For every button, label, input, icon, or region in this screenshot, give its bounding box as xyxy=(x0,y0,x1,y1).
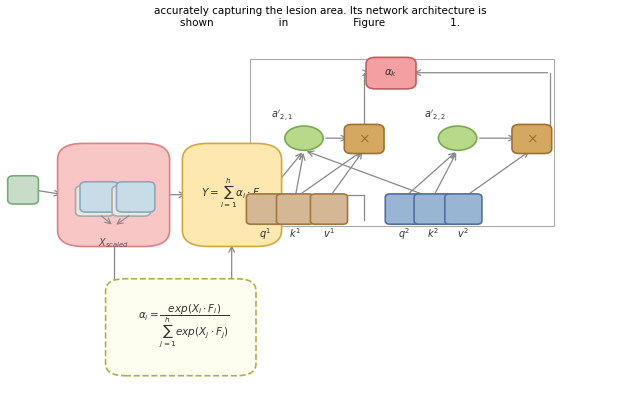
Text: $\times$: $\times$ xyxy=(358,132,370,146)
FancyBboxPatch shape xyxy=(58,143,170,246)
FancyBboxPatch shape xyxy=(445,194,482,224)
Text: $a'_{2,1}$: $a'_{2,1}$ xyxy=(271,108,292,123)
Text: shown                    in                    Figure                    1.: shown in Figure 1. xyxy=(180,18,460,28)
Text: $q^2$: $q^2$ xyxy=(397,226,410,242)
Circle shape xyxy=(285,126,323,150)
FancyBboxPatch shape xyxy=(106,279,256,376)
Text: $k^1$: $k^1$ xyxy=(289,226,301,240)
Text: $a'_{2,2}$: $a'_{2,2}$ xyxy=(424,108,446,123)
Text: $v^1$: $v^1$ xyxy=(323,226,335,240)
FancyBboxPatch shape xyxy=(112,186,150,216)
FancyBboxPatch shape xyxy=(310,194,348,224)
FancyBboxPatch shape xyxy=(246,194,284,224)
Text: accurately capturing the lesion area. Its network architecture is: accurately capturing the lesion area. It… xyxy=(154,6,486,16)
Text: $\alpha_k$: $\alpha_k$ xyxy=(385,67,397,79)
Circle shape xyxy=(438,126,477,150)
FancyBboxPatch shape xyxy=(276,194,314,224)
Text: $v^2$: $v^2$ xyxy=(458,226,469,240)
FancyBboxPatch shape xyxy=(344,124,384,154)
Text: $\times$: $\times$ xyxy=(526,132,538,146)
FancyBboxPatch shape xyxy=(385,194,422,224)
FancyBboxPatch shape xyxy=(76,186,114,216)
FancyBboxPatch shape xyxy=(414,194,451,224)
Text: $\alpha_i = \dfrac{exp(X_i \cdot F_i)}{\sum_{j=1}^{h} exp(X_j \cdot F_j)}$: $\alpha_i = \dfrac{exp(X_i \cdot F_i)}{\… xyxy=(138,302,230,349)
Text: $q^1$: $q^1$ xyxy=(259,226,271,242)
Text: $k^2$: $k^2$ xyxy=(427,226,438,240)
FancyBboxPatch shape xyxy=(512,124,552,154)
FancyBboxPatch shape xyxy=(182,143,282,246)
FancyBboxPatch shape xyxy=(116,182,155,212)
FancyBboxPatch shape xyxy=(8,176,38,204)
Text: $Y = \sum_{i=1}^{h} \alpha_i \cdot F_i$: $Y = \sum_{i=1}^{h} \alpha_i \cdot F_i$ xyxy=(201,177,262,210)
FancyBboxPatch shape xyxy=(366,57,416,89)
FancyBboxPatch shape xyxy=(80,182,118,212)
Text: $X_{scaled}$: $X_{scaled}$ xyxy=(99,236,129,250)
